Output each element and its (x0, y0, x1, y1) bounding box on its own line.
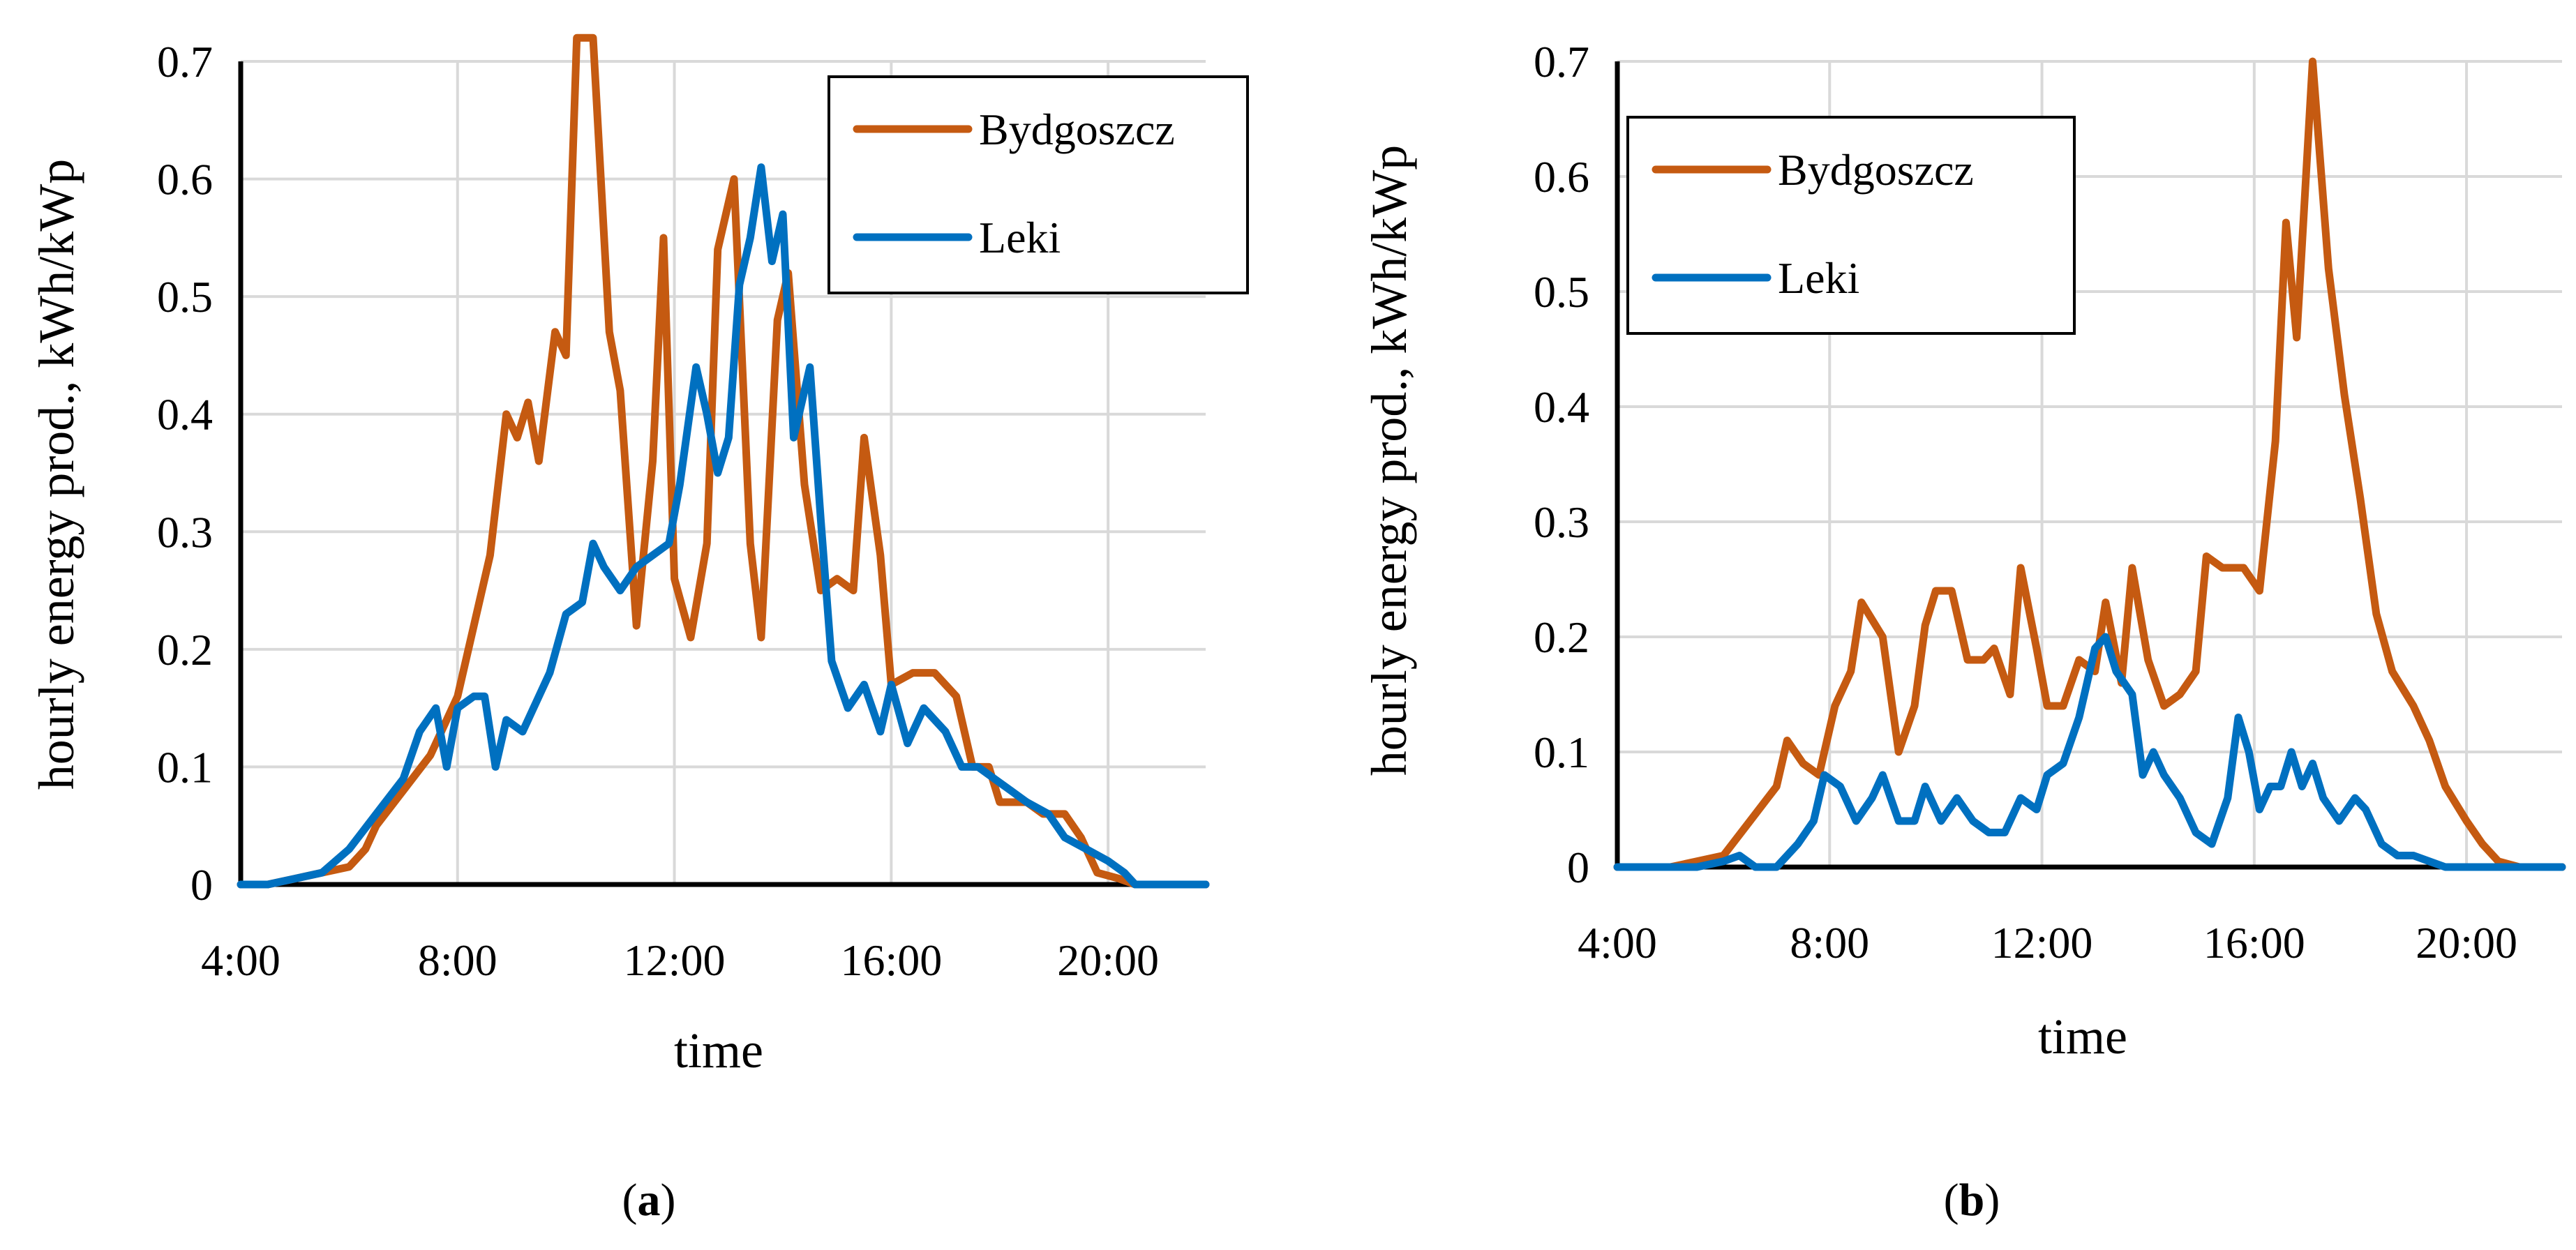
series-line-leki (237, 163, 1210, 889)
legend-label: Leki (1778, 253, 1859, 303)
x-tick-label: 8:00 (418, 935, 497, 985)
x-tick-label: 12:00 (624, 935, 726, 985)
legend-box (828, 75, 1249, 294)
panel-letter-a: a (638, 1175, 661, 1226)
y-axis-title-a: hourly energy prod., kWh/kWp (29, 159, 84, 790)
y-tick-label: 0.7 (1534, 37, 1589, 86)
x-tick-label: 4:00 (1578, 918, 1657, 967)
series-line-bydgoszcz (237, 33, 1210, 889)
y-tick-label: 0.1 (1534, 728, 1589, 777)
x-axis-title-b: time (2038, 1009, 2127, 1064)
legend-label: Bydgoszcz (1778, 145, 1974, 195)
y-tick-label: 0.2 (1534, 612, 1589, 662)
x-tick-label: 12:00 (1991, 918, 2093, 967)
ticks-b: 0 0.1 0.2 0.3 0.4 0.5 0.6 0.7 4:00 8:00 12:00 16:00… (1534, 37, 2517, 967)
panel-letter-b: b (1959, 1175, 1985, 1226)
x-tick-label: 16:00 (2203, 918, 2305, 967)
series-b (1613, 57, 2566, 871)
chart-panel-b: 0 0.1 0.2 0.3 0.4 0.5 0.6 0.7 4:00 8:00 12:00 16:00… (1361, 37, 2566, 1226)
y-tick-label: 0.3 (157, 507, 213, 557)
y-tick-label: 0.4 (1534, 382, 1589, 432)
x-tick-label: 8:00 (1790, 918, 1869, 967)
x-tick-label: 4:00 (201, 935, 280, 985)
legend-label: Bydgoszcz (979, 105, 1175, 154)
panel-label-a: (a) (622, 1175, 676, 1226)
y-tick-label: 0.4 (157, 390, 213, 439)
legend-label: Leki (979, 213, 1061, 262)
y-tick-label: 0.5 (157, 272, 213, 322)
series-a (237, 33, 1210, 889)
y-tick-label: 0.6 (157, 155, 213, 204)
panel-label-b: (b) (1944, 1175, 2000, 1226)
y-tick-label: 0.5 (1534, 267, 1589, 317)
axes-a (238, 61, 1206, 887)
y-tick-label: 0.3 (1534, 497, 1589, 547)
ticks-a: 0 0.1 0.2 0.3 0.4 0.5 0.6 0.7 4:00 8:00 12:00 16:00… (157, 37, 1159, 985)
x-tick-label: 20:00 (2416, 918, 2517, 967)
grid-b (1617, 60, 2562, 867)
chart-panel-a: 0 0.1 0.2 0.3 0.4 0.5 0.6 0.7 4:00 8:00 12:00 16:00… (29, 33, 1249, 1226)
series-line-bydgoszcz (1613, 57, 2566, 871)
legend-b: Bydgoszcz Leki (1626, 116, 2076, 335)
y-tick-label: 0.6 (1534, 152, 1589, 202)
x-tick-label: 16:00 (840, 935, 942, 985)
y-tick-label: 0.2 (157, 625, 213, 675)
y-tick-label: 0.7 (157, 37, 213, 86)
legend-box (1626, 116, 2076, 335)
x-tick-label: 20:00 (1057, 935, 1159, 985)
y-tick-label: 0 (190, 860, 213, 910)
x-axis-title-a: time (674, 1023, 763, 1078)
y-tick-label: 0 (1567, 843, 1589, 892)
y-axis-title-b: hourly energy prod., kWh/kWp (1361, 145, 1417, 776)
legend-a: Bydgoszcz Leki (828, 75, 1249, 294)
series-line-leki (1613, 633, 2566, 871)
y-tick-label: 0.1 (157, 742, 213, 792)
